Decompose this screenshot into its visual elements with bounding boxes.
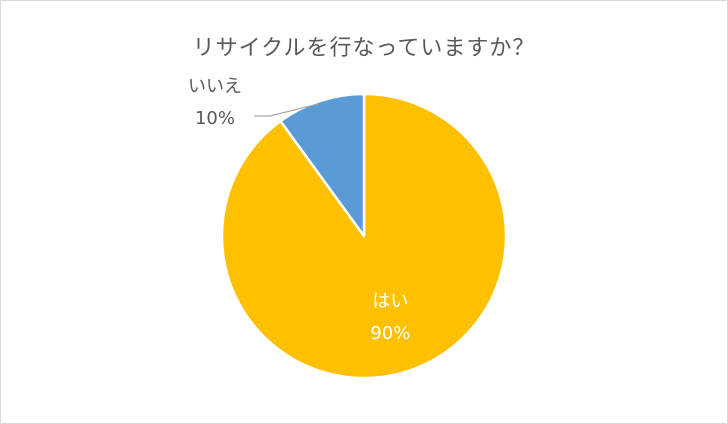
chart-title: リサイクルを行なっていますか？ <box>192 36 536 61</box>
slice-label: いいえ <box>188 76 242 97</box>
leader-line <box>254 103 319 117</box>
slice-percent-label: 90% <box>370 323 410 344</box>
pie-slice-no <box>279 92 366 238</box>
slice-label: はい <box>372 291 408 312</box>
slice-percent-label: 10% <box>195 108 235 129</box>
